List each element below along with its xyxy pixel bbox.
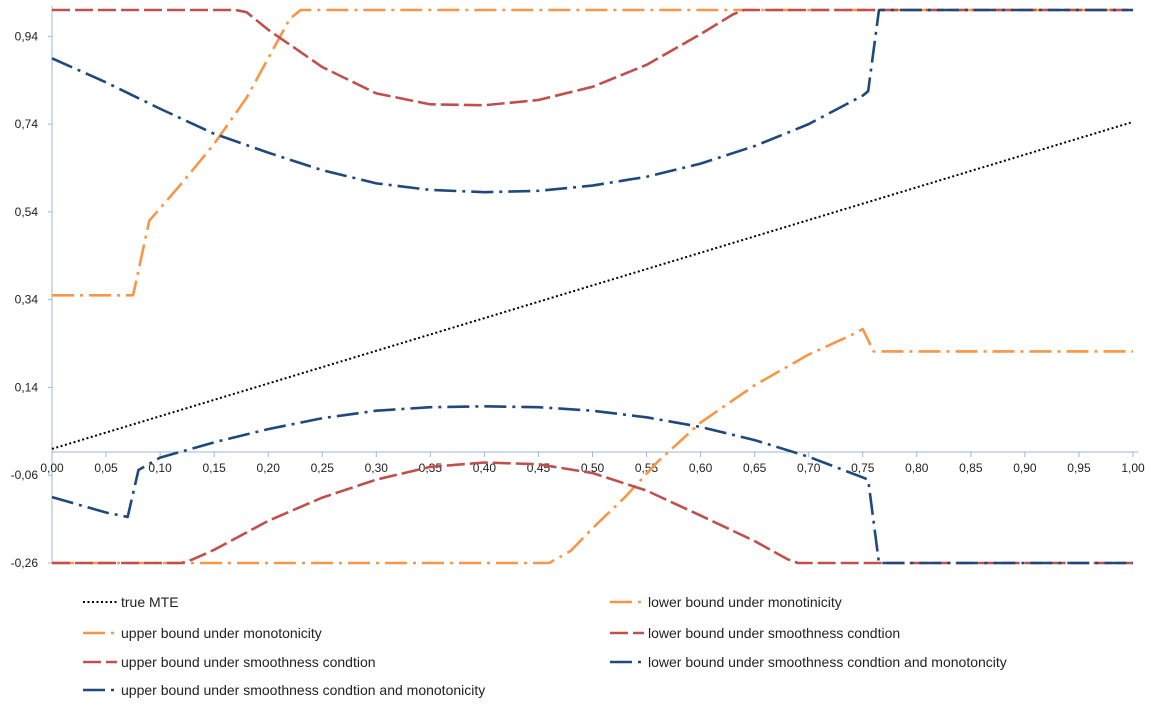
- legend-label: lower bound under smoothness condtion: [648, 625, 900, 641]
- x-tick-label: 0,95: [1067, 461, 1091, 475]
- axes: 0,94 0,74 0,54 0,34 0,14 -0,06 -0,26 0,00 0,05 0,…: [11, 6, 1145, 570]
- legend-label: lower bound under smoothness condtion an…: [648, 654, 1007, 670]
- x-tick-label: 0,00: [40, 461, 64, 475]
- legend-entry: true MTE: [83, 594, 179, 610]
- series-line-0: [51, 120, 1134, 450]
- legend-entry: lower bound under monotinicity: [610, 594, 842, 610]
- legend: true MTE lower bound under monotinicity up…: [83, 594, 1007, 698]
- series-line-6: [51, 8, 1133, 194]
- x-tick-label: 0,90: [1013, 461, 1037, 475]
- legend-label: upper bound under smoothness condtion: [121, 654, 376, 670]
- x-tick-label: 0,55: [635, 461, 659, 475]
- legend-entry: upper bound under smoothness condtion an…: [83, 682, 485, 698]
- y-tick-label: -0,06: [11, 468, 39, 482]
- x-tick-label: 0,25: [311, 461, 335, 475]
- series-line-4: [52, 8, 1133, 107]
- y-tick-label: 0,74: [15, 117, 39, 131]
- x-tick-label: 0,75: [851, 461, 875, 475]
- series-line-3: [52, 461, 1133, 565]
- y-tick-label: 0,34: [15, 293, 39, 307]
- x-tick-label: 0,65: [743, 461, 767, 475]
- legend-label: lower bound under monotinicity: [648, 594, 842, 610]
- x-tick-label: 0,70: [797, 461, 821, 475]
- x-tick-label: 1,00: [1121, 461, 1145, 475]
- x-tick-label: 0,05: [94, 461, 118, 475]
- y-tick-label: 0,14: [15, 380, 39, 394]
- x-tick-label: 0,30: [365, 461, 389, 475]
- series-layer: [51, 8, 1134, 565]
- x-tick-label: 0,60: [689, 461, 713, 475]
- legend-entry: lower bound under smoothness condtion an…: [610, 654, 1007, 670]
- x-tick-label: 0,15: [202, 461, 226, 475]
- legend-label: upper bound under monotonicity: [121, 625, 322, 641]
- x-tick-label: 0,10: [148, 461, 172, 475]
- series-line-5: [51, 405, 1133, 565]
- x-tick-label: 0,40: [473, 461, 497, 475]
- y-tick-label: 0,54: [15, 205, 39, 219]
- legend-label: true MTE: [121, 594, 179, 610]
- legend-entry: upper bound under monotonicity: [83, 625, 322, 641]
- x-tick-label: 0,20: [257, 461, 281, 475]
- legend-entry: upper bound under smoothness condtion: [83, 654, 376, 670]
- y-tick-label: -0,26: [11, 556, 39, 570]
- x-tick-label: 0,85: [959, 461, 983, 475]
- y-tick-label: 0,94: [15, 29, 39, 43]
- legend-entry: lower bound under smoothness condtion: [610, 625, 900, 641]
- legend-label: upper bound under smoothness condtion an…: [121, 682, 485, 698]
- series-line-2: [52, 8, 1133, 297]
- series-line-1: [52, 327, 1133, 565]
- x-tick-label: 0,80: [905, 461, 929, 475]
